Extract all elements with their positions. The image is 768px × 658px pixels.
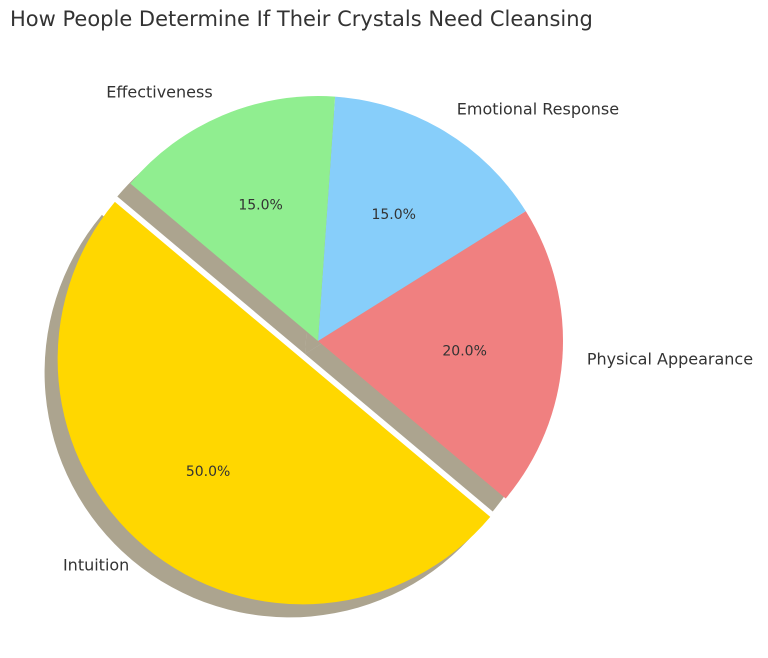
category-label: Intuition — [63, 555, 129, 574]
category-label: Effectiveness — [106, 82, 212, 101]
chart-title: How People Determine If Their Crystals N… — [10, 7, 593, 31]
category-label: Physical Appearance — [587, 349, 753, 368]
wedge — [318, 211, 563, 499]
value-label: 50.0% — [186, 464, 230, 480]
wedge — [130, 95, 336, 341]
value-label: 15.0% — [238, 198, 282, 214]
value-label: 15.0% — [371, 207, 415, 223]
value-label: 20.0% — [442, 343, 486, 359]
wedge — [318, 96, 526, 342]
wedge — [57, 201, 491, 605]
category-label: Emotional Response — [457, 99, 619, 118]
